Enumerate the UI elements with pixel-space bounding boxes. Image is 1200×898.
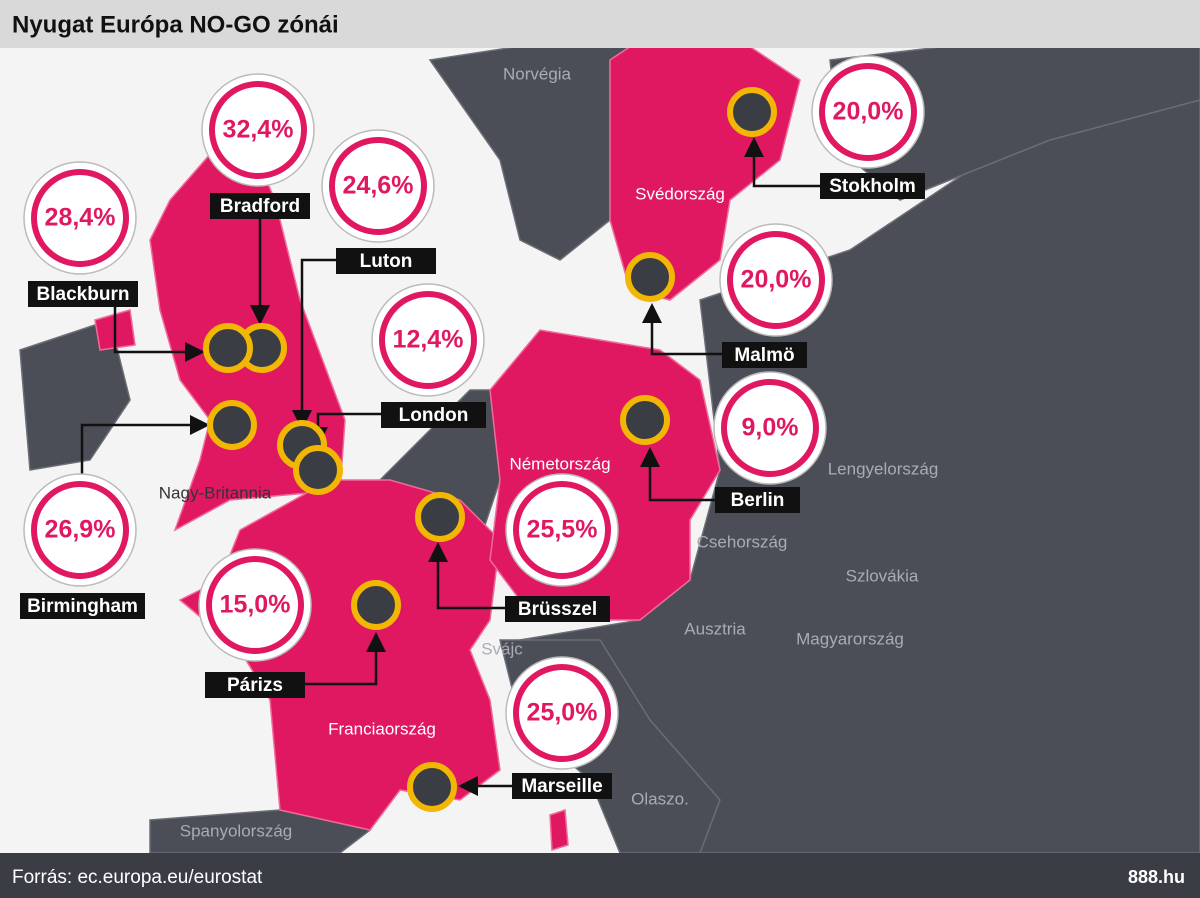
- country-label: Szlovákia: [846, 566, 919, 585]
- city-label-box: [512, 773, 612, 799]
- city-label: Blackburn: [37, 284, 130, 305]
- percent-value: 15,0%: [220, 591, 291, 619]
- country-label: Spanyolország: [180, 821, 292, 840]
- percent-badge: [31, 169, 129, 267]
- city-dot: [207, 400, 257, 450]
- country-labels: Norvégia Svédország Nagy-Britannia Német…: [159, 64, 939, 840]
- city-dot: [620, 395, 670, 445]
- city-label-box: [20, 593, 145, 619]
- city-dot: [407, 762, 457, 812]
- connector: [80, 415, 210, 480]
- connector: [305, 632, 386, 686]
- country-label: Olaszo.: [631, 789, 689, 808]
- city-dot: [351, 580, 401, 630]
- percent-badge: [209, 81, 307, 179]
- percent-badge: [513, 664, 611, 762]
- percent-badge: [379, 291, 477, 389]
- city-label: Berlin: [731, 490, 785, 511]
- ireland: [19, 319, 131, 471]
- percent-badge: [206, 556, 304, 654]
- country-label: Norvégia: [503, 64, 572, 83]
- percent-badge: [819, 63, 917, 161]
- city-label: London: [399, 405, 469, 426]
- city-label-box: [336, 248, 436, 274]
- city-label: Birmingham: [27, 596, 138, 617]
- country-label: Lengyelország: [828, 459, 939, 478]
- city-label-box: [820, 173, 925, 199]
- connector: [744, 137, 820, 188]
- city-label-box: [381, 402, 486, 428]
- city-label-box: [715, 487, 800, 513]
- city-dot: [203, 323, 253, 373]
- city-label: Luton: [360, 251, 413, 272]
- connector: [292, 258, 336, 430]
- city-dot: [293, 445, 343, 495]
- city-label-box: [722, 342, 807, 368]
- city-dot: [625, 252, 675, 302]
- country-label: Németország: [509, 454, 610, 473]
- percent-value: 12,4%: [393, 326, 464, 354]
- percent-value: 20,0%: [833, 98, 904, 126]
- connector: [642, 303, 722, 356]
- city-dot: [415, 492, 465, 542]
- city-label: Malmö: [734, 345, 794, 366]
- percent-value: 26,9%: [45, 516, 116, 544]
- percent-badge: [329, 137, 427, 235]
- percent-badge: [31, 481, 129, 579]
- title: Nyugat Európa NO-GO zónái: [12, 11, 339, 38]
- city-label: Stokholm: [829, 176, 916, 197]
- percent-value: 24,6%: [343, 172, 414, 200]
- germany: [489, 329, 721, 621]
- connector: [113, 307, 205, 362]
- connectors: [80, 137, 820, 796]
- percent-value: 9,0%: [742, 414, 799, 442]
- country-label: Nagy-Britannia: [159, 483, 272, 502]
- percent-badge: [513, 481, 611, 579]
- country-label: Svédország: [635, 184, 725, 203]
- city-label: Brüsszel: [518, 599, 597, 620]
- country-label: Magyarország: [796, 629, 904, 648]
- city-dots: [203, 87, 777, 812]
- header-bar: [0, 0, 1200, 48]
- country-label: Csehország: [697, 532, 788, 551]
- country-label: Franciaország: [328, 719, 436, 738]
- city-label-box: [205, 672, 305, 698]
- footer-bar: [0, 853, 1200, 898]
- country-label: Ausztria: [684, 619, 746, 638]
- percent-badge: [721, 379, 819, 477]
- city-dot: [727, 87, 777, 137]
- city-label: Marseille: [521, 776, 602, 797]
- city-label: Párizs: [227, 675, 283, 696]
- percent-value: 25,0%: [527, 699, 598, 727]
- percent-value: 20,0%: [741, 266, 812, 294]
- city-label-box: [210, 193, 310, 219]
- percent-badge: [727, 231, 825, 329]
- corsica: [549, 808, 569, 852]
- callouts: 32,4% Bradford 28,4% Blackburn 24,6% Luton 12,…: [20, 55, 925, 799]
- logo: 888.hu: [1128, 867, 1185, 887]
- city-label-box: [28, 281, 138, 307]
- source: Forrás: ec.europa.eu/eurostat: [12, 867, 263, 888]
- spain: [149, 809, 372, 854]
- city-label-box: [505, 596, 610, 622]
- connector: [640, 447, 715, 502]
- connector: [428, 542, 505, 610]
- percent-value: 25,5%: [527, 516, 598, 544]
- city-label: Bradford: [220, 196, 300, 217]
- percent-value: 28,4%: [45, 204, 116, 232]
- country-label: Svájc: [481, 639, 523, 658]
- percent-value: 32,4%: [223, 116, 294, 144]
